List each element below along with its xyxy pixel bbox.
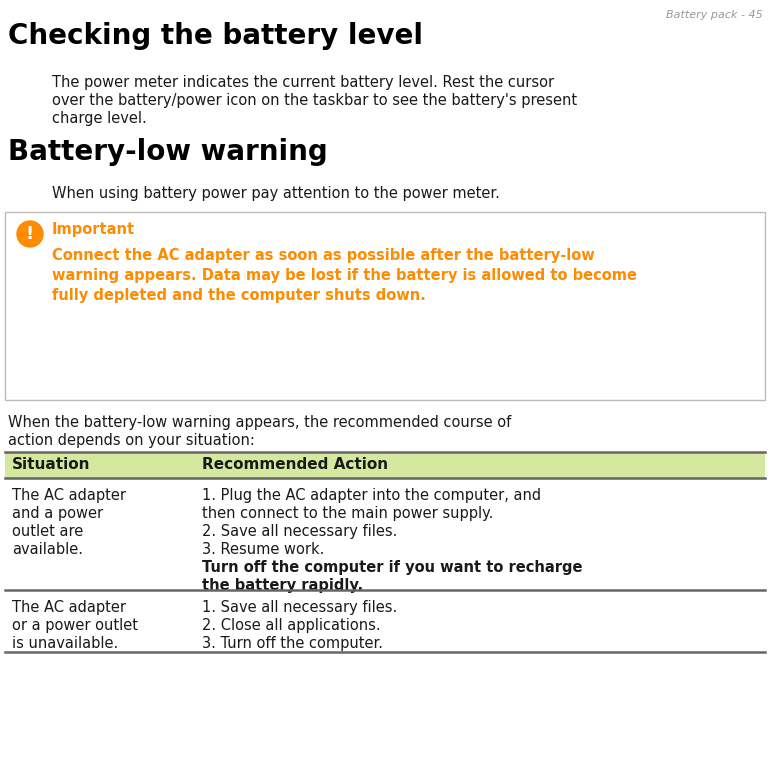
- Text: Important: Important: [52, 222, 135, 237]
- Text: the battery rapidly.: the battery rapidly.: [202, 578, 363, 593]
- Text: 1. Plug the AC adapter into the computer, and: 1. Plug the AC adapter into the computer…: [202, 488, 541, 503]
- FancyBboxPatch shape: [5, 212, 765, 400]
- Text: and a power: and a power: [12, 506, 103, 521]
- Text: is unavailable.: is unavailable.: [12, 636, 119, 651]
- Text: 3. Resume work.: 3. Resume work.: [202, 542, 324, 557]
- Text: The AC adapter: The AC adapter: [12, 488, 126, 503]
- Text: over the battery/power icon on the taskbar to see the battery's present: over the battery/power icon on the taskb…: [52, 93, 578, 108]
- Text: The power meter indicates the current battery level. Rest the cursor: The power meter indicates the current ba…: [52, 75, 554, 90]
- Text: 2. Save all necessary files.: 2. Save all necessary files.: [202, 524, 397, 539]
- Text: The AC adapter: The AC adapter: [12, 600, 126, 615]
- Circle shape: [17, 221, 43, 247]
- Text: available.: available.: [12, 542, 83, 557]
- Text: Situation: Situation: [12, 457, 91, 472]
- Text: Battery pack - 45: Battery pack - 45: [666, 10, 763, 20]
- Text: 1. Save all necessary files.: 1. Save all necessary files.: [202, 600, 397, 615]
- Text: Battery-low warning: Battery-low warning: [8, 138, 328, 166]
- Text: then connect to the main power supply.: then connect to the main power supply.: [202, 506, 494, 521]
- Text: Checking the battery level: Checking the battery level: [8, 22, 423, 50]
- Text: outlet are: outlet are: [12, 524, 83, 539]
- Text: When the battery-low warning appears, the recommended course of: When the battery-low warning appears, th…: [8, 415, 511, 430]
- Text: !: !: [26, 225, 34, 243]
- Text: 2. Close all applications.: 2. Close all applications.: [202, 618, 380, 633]
- FancyBboxPatch shape: [5, 452, 765, 478]
- Text: Turn off the computer if you want to recharge: Turn off the computer if you want to rec…: [202, 560, 582, 575]
- Text: or a power outlet: or a power outlet: [12, 618, 138, 633]
- Text: When using battery power pay attention to the power meter.: When using battery power pay attention t…: [52, 186, 500, 201]
- Text: fully depleted and the computer shuts down.: fully depleted and the computer shuts do…: [52, 288, 426, 303]
- Text: Connect the AC adapter as soon as possible after the battery-low: Connect the AC adapter as soon as possib…: [52, 248, 594, 263]
- Text: Recommended Action: Recommended Action: [202, 457, 388, 472]
- Text: action depends on your situation:: action depends on your situation:: [8, 433, 255, 448]
- Text: 3. Turn off the computer.: 3. Turn off the computer.: [202, 636, 383, 651]
- Text: warning appears. Data may be lost if the battery is allowed to become: warning appears. Data may be lost if the…: [52, 268, 637, 283]
- Text: charge level.: charge level.: [52, 111, 147, 126]
